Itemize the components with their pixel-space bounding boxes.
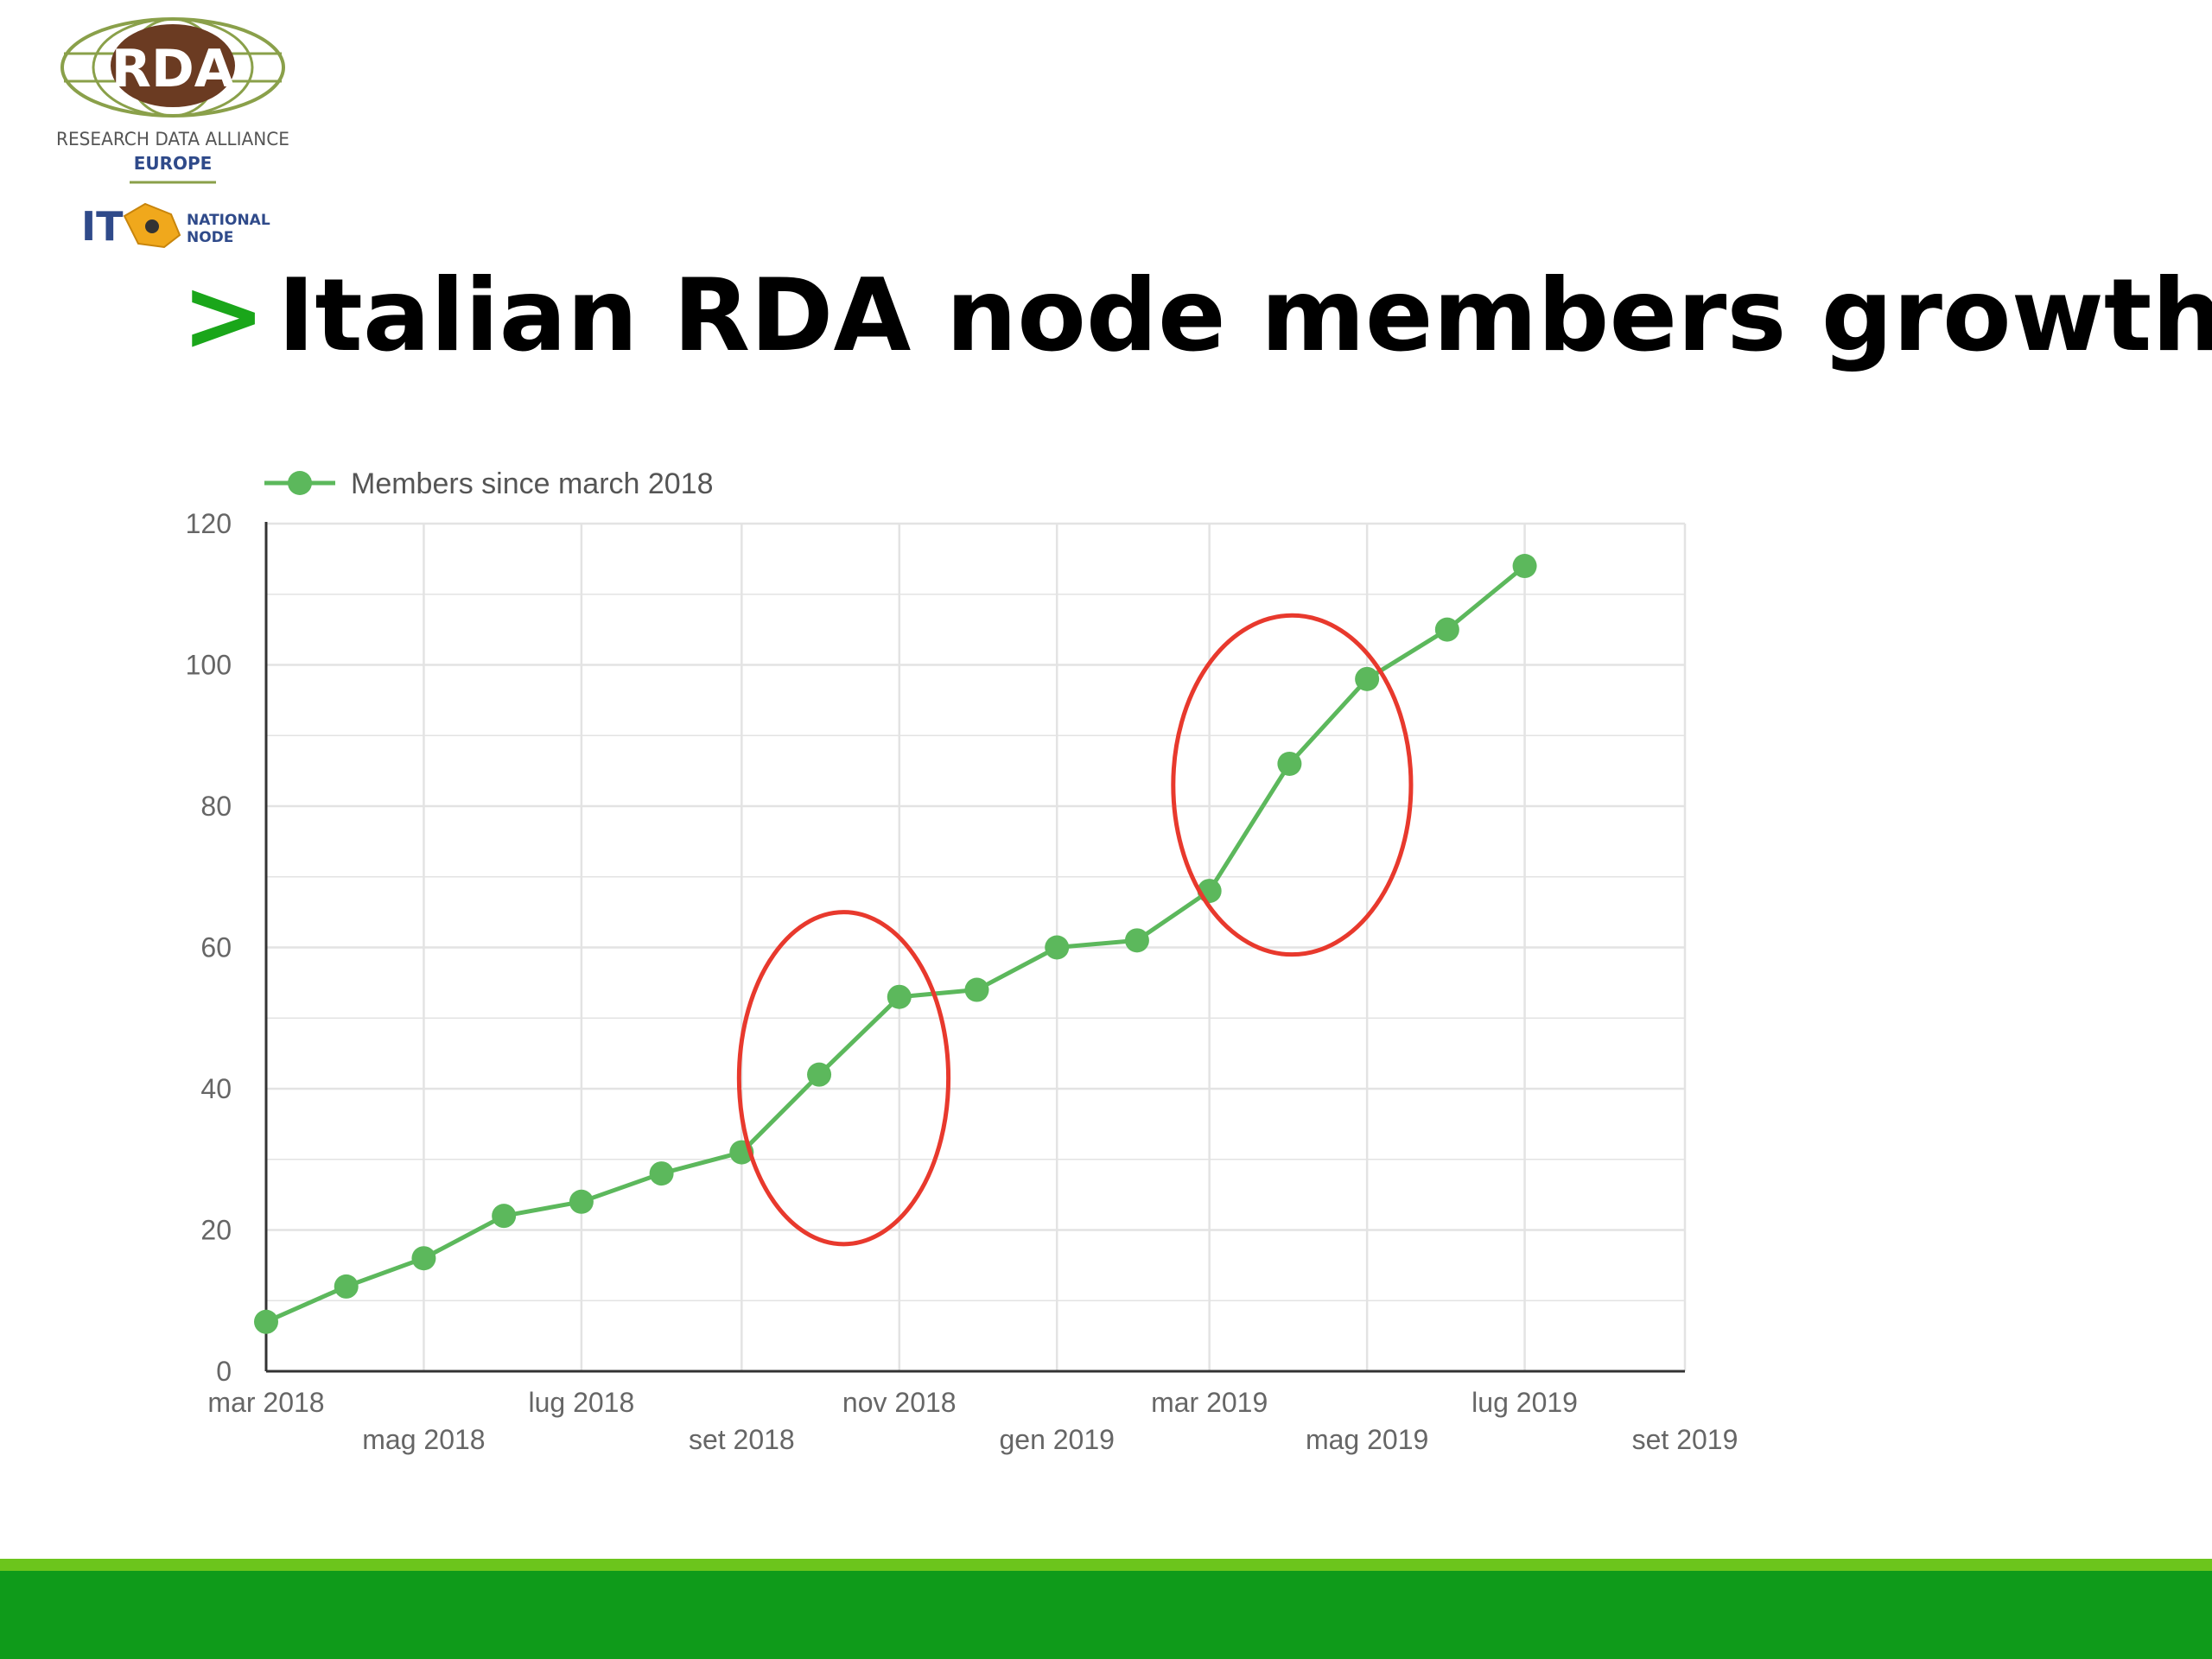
x-tick-label-9: set 2019 — [1632, 1424, 1738, 1455]
x-tick-label-5: gen 2019 — [999, 1424, 1114, 1455]
x-tick-label-2: lug 2018 — [528, 1387, 634, 1418]
data-point-2 — [411, 1246, 436, 1271]
logo-node-label-2: NODE — [187, 229, 233, 246]
axes: 0 20 40 60 80 100 120 mar 2018 mag 2018 lug 2018 s… — [186, 508, 1738, 1455]
legend-swatch-marker — [288, 471, 312, 495]
x-tick-label-6: mar 2019 — [1151, 1387, 1268, 1418]
y-tick-label-60: 60 — [200, 932, 232, 963]
highlight-ellipse-2 — [1171, 613, 1414, 957]
legend: Members since march 2018 — [264, 467, 714, 500]
data-point-4 — [569, 1189, 594, 1214]
x-tick-label-4: nov 2018 — [842, 1387, 957, 1418]
data-point-14 — [1355, 666, 1380, 691]
footer-stripe-light — [0, 1559, 2212, 1571]
grid — [266, 522, 1687, 1371]
legend-label: Members since march 2018 — [351, 467, 714, 500]
y-tick-label-80: 80 — [200, 791, 232, 822]
x-tick-label-1: mag 2018 — [362, 1424, 485, 1455]
data-point-11 — [1124, 928, 1149, 953]
y-tick-label-0: 0 — [216, 1356, 232, 1387]
data-point-13 — [1277, 751, 1302, 776]
rda-logo: RDA RESEARCH DATA ALLIANCE EUROPE IT NAT… — [56, 17, 289, 250]
y-tick-label-20: 20 — [200, 1215, 232, 1246]
logo-badge-text: RDA — [111, 39, 235, 99]
data-point-10 — [1045, 935, 1070, 960]
slide-title: > Italian RDA node members growth — [181, 266, 2212, 366]
x-tick-label-7: mag 2019 — [1306, 1424, 1428, 1455]
annotations — [736, 613, 1414, 1247]
logo-line-2: EUROPE — [134, 153, 213, 174]
logo-node-code: IT — [81, 203, 124, 250]
x-tick-label-8: lug 2019 — [1471, 1387, 1578, 1418]
footer-band — [0, 1571, 2212, 1659]
data-point-8 — [887, 984, 912, 1009]
globe-icon — [60, 17, 285, 118]
data-point-9 — [964, 977, 989, 1002]
series-layer — [254, 554, 1537, 1334]
data-point-7 — [807, 1062, 832, 1087]
logo-line-1: RESEARCH DATA ALLIANCE — [56, 129, 289, 149]
x-tick-label-3: set 2018 — [689, 1424, 795, 1455]
data-point-1 — [334, 1274, 359, 1299]
title-text: Italian RDA node members growth — [277, 257, 2212, 374]
data-point-0 — [254, 1309, 278, 1334]
data-point-3 — [492, 1204, 517, 1229]
x-tick-label-0: mar 2018 — [207, 1387, 324, 1418]
logo-node-label-1: NATIONAL — [187, 212, 270, 229]
members-growth-chart: 0 20 40 60 80 100 120 mar 2018 mag 2018 lug 2018 s… — [186, 467, 1738, 1455]
y-tick-label-120: 120 — [186, 508, 232, 539]
data-point-5 — [649, 1161, 674, 1186]
highlight-ellipse-1 — [736, 910, 951, 1247]
y-tick-label-40: 40 — [200, 1073, 232, 1104]
data-point-16 — [1512, 554, 1537, 579]
italy-node-icon — [123, 202, 181, 249]
y-tick-label-100: 100 — [186, 650, 232, 681]
data-point-15 — [1434, 617, 1459, 642]
title-marker: > — [181, 257, 266, 374]
